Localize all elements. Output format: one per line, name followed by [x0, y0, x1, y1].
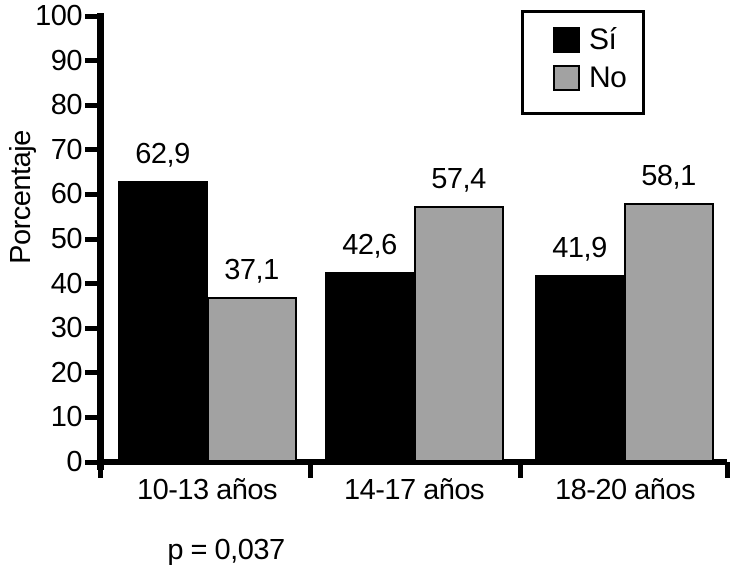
x-tick-mark — [517, 462, 523, 478]
y-tick-label: 100 — [35, 0, 82, 32]
legend-label-no: No — [589, 61, 627, 94]
bar-si — [535, 275, 625, 462]
y-tick-mark — [85, 147, 100, 153]
legend-box: Sí No — [521, 10, 645, 115]
p-value-annotation: p = 0,037 — [167, 534, 285, 566]
bar-value-label: 58,1 — [641, 159, 696, 192]
y-tick-label: 70 — [50, 133, 83, 166]
y-tick-mark — [85, 236, 100, 242]
y-tick-label: 60 — [50, 178, 83, 211]
bar-value-label: 37,1 — [224, 253, 279, 286]
category-label: 18-20 años — [554, 474, 696, 506]
category-label: 14-17 años — [343, 474, 485, 506]
y-tick-label: 90 — [50, 44, 83, 77]
bar-value-label: 57,4 — [431, 162, 486, 195]
bar-no — [624, 202, 714, 462]
y-tick-label: 50 — [50, 223, 83, 255]
y-tick-mark — [85, 370, 100, 376]
bar-value-label: 41,9 — [552, 232, 607, 265]
bar-si — [325, 272, 415, 462]
x-axis-line — [97, 459, 727, 465]
bar-value-label: 62,9 — [135, 138, 190, 171]
x-tick-mark — [307, 462, 313, 478]
y-tick-mark — [85, 191, 100, 197]
bar-no — [207, 296, 297, 462]
y-tick-mark — [85, 13, 100, 19]
y-tick-mark — [85, 459, 100, 465]
y-tick-label: 30 — [50, 312, 83, 345]
legend-swatch-no — [553, 65, 580, 91]
y-tick-label: 20 — [50, 356, 83, 389]
y-tick-label: 0 — [66, 446, 82, 478]
y-tick-label: 40 — [50, 267, 83, 300]
y-tick-mark — [85, 281, 100, 287]
bar-si — [118, 181, 208, 462]
bar-no — [414, 205, 504, 462]
y-tick-mark — [85, 58, 100, 64]
y-axis-line — [97, 13, 104, 470]
x-tick-mark — [724, 462, 730, 478]
legend-label-si: Sí — [589, 23, 617, 56]
y-tick-mark — [85, 325, 100, 331]
bar-value-label: 42,6 — [342, 229, 397, 261]
y-tick-mark — [85, 414, 100, 420]
x-tick-mark — [97, 462, 103, 478]
y-tick-mark — [85, 102, 100, 108]
y-tick-label: 10 — [50, 401, 83, 434]
y-tick-label: 80 — [50, 89, 83, 122]
category-label: 10-13 años — [136, 474, 278, 506]
legend-swatch-si — [553, 27, 580, 53]
